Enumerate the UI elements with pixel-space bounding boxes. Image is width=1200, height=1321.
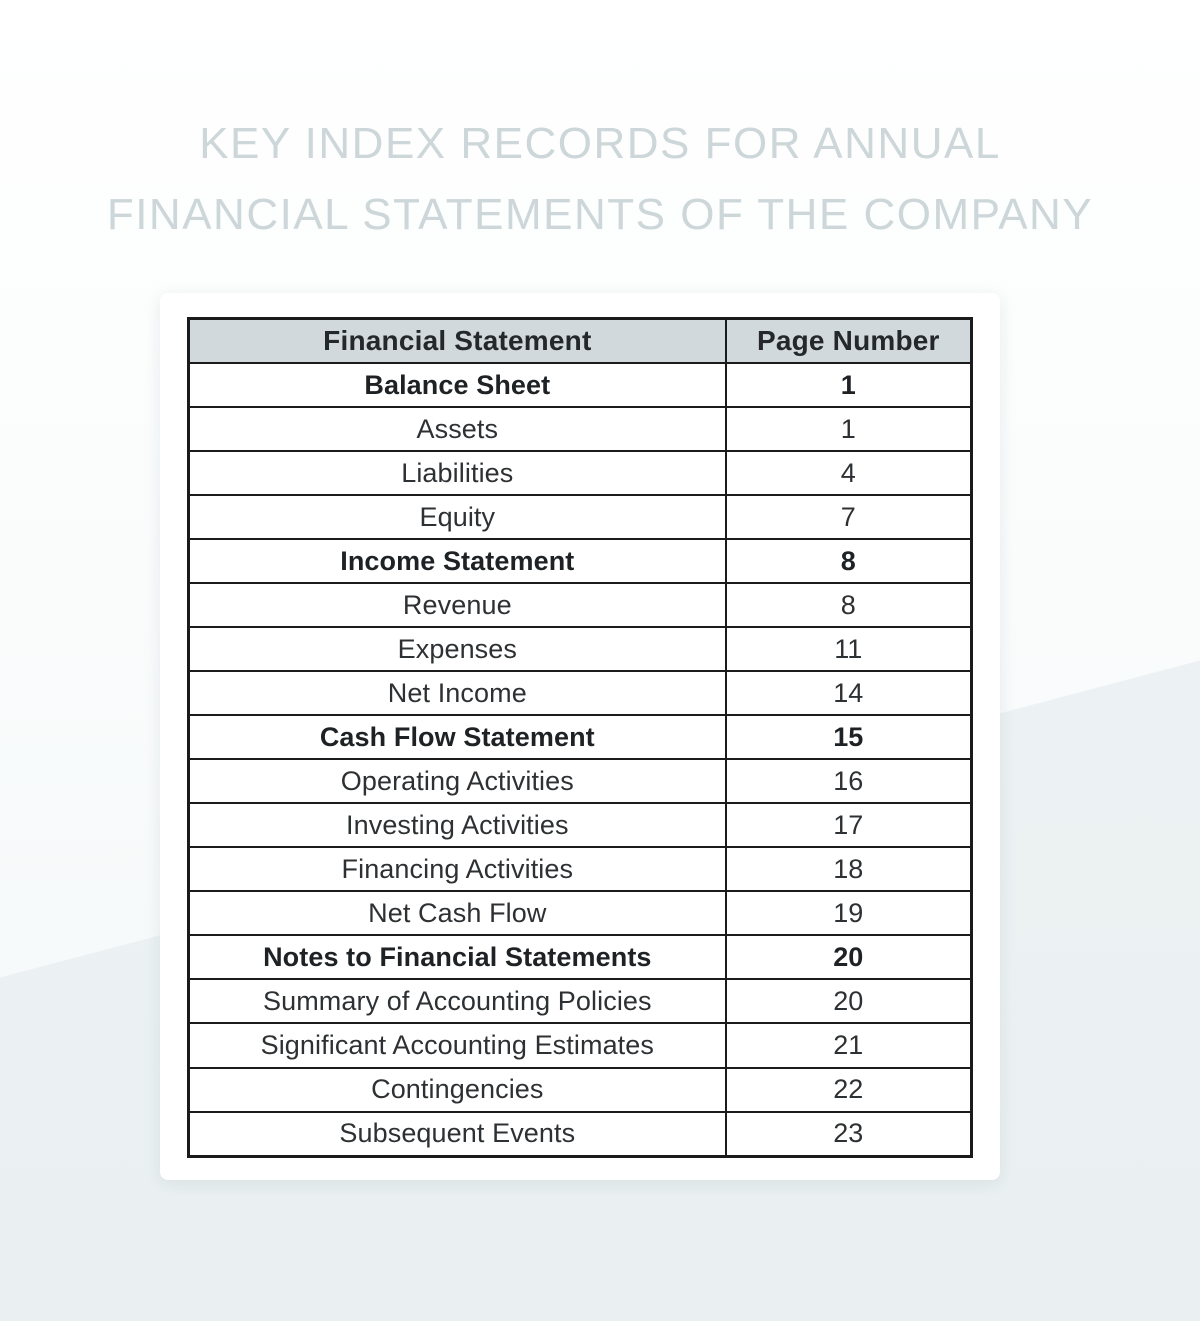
cell-page-number: 19 [724,890,973,937]
page-title-line-2: FINANCIAL STATEMENTS OF THE COMPANY [106,190,1094,239]
table-row: Equity 7 [187,494,973,541]
table-row: Financing Activities 18 [187,846,973,893]
table-row: Contingencies 22 [187,1066,973,1113]
cell-financial-statement: Operating Activities [187,758,727,805]
page-title-line-1: KEY INDEX RECORDS FOR ANNUAL [199,119,1001,168]
cell-financial-statement: Income Statement [187,538,727,585]
cell-page-number: 16 [724,758,973,805]
table-row: Subsequent Events 23 [187,1110,973,1158]
cell-financial-statement: Liabilities [187,450,727,497]
cell-page-number: 18 [724,846,973,893]
column-header-page-number: Page Number [724,317,973,364]
table-body: Balance Sheet 1 Assets 1 Liabilities 4 Equity 7… [187,361,973,1158]
table-row: Liabilities 4 [187,450,973,497]
cell-page-number: 4 [724,450,973,497]
cell-page-number: 14 [724,670,973,717]
table-row: Expenses 11 [187,626,973,673]
table-header-row: Financial Statement Page Number [187,317,973,364]
cell-page-number: 20 [724,978,973,1025]
table-row: Significant Accounting Estimates 21 [187,1022,973,1069]
cell-financial-statement: Notes to Financial Statements [187,934,727,981]
table-row: Revenue 8 [187,582,973,629]
cell-financial-statement: Equity [187,494,727,541]
cell-financial-statement: Cash Flow Statement [187,714,727,761]
table-card: Financial Statement Page Number Balance … [160,293,1000,1180]
cell-page-number: 20 [724,934,973,981]
cell-financial-statement: Summary of Accounting Policies [187,978,727,1025]
cell-financial-statement: Significant Accounting Estimates [187,1022,727,1069]
table-row: Summary of Accounting Policies 20 [187,978,973,1025]
cell-financial-statement: Financing Activities [187,846,727,893]
financial-index-table: Financial Statement Page Number Balance … [187,317,973,1158]
cell-page-number: 8 [724,538,973,585]
cell-page-number: 21 [724,1022,973,1069]
cell-financial-statement: Assets [187,406,727,453]
table-row: Net Cash Flow 19 [187,890,973,937]
cell-financial-statement: Balance Sheet [187,361,727,409]
cell-financial-statement: Investing Activities [187,802,727,849]
cell-page-number: 1 [724,361,973,409]
table-row: Cash Flow Statement 15 [187,714,973,761]
cell-page-number: 7 [724,494,973,541]
cell-page-number: 17 [724,802,973,849]
cell-financial-statement: Net Cash Flow [187,890,727,937]
table-row: Investing Activities 17 [187,802,973,849]
cell-page-number: 8 [724,582,973,629]
cell-page-number: 1 [724,406,973,453]
table-row: Operating Activities 16 [187,758,973,805]
table-row: Income Statement 8 [187,538,973,585]
cell-page-number: 22 [724,1066,973,1113]
cell-financial-statement: Subsequent Events [187,1110,727,1158]
cell-financial-statement: Revenue [187,582,727,629]
page-title: KEY INDEX RECORDS FOR ANNUAL FINANCIAL S… [0,108,1200,250]
table-row: Notes to Financial Statements 20 [187,934,973,981]
cell-financial-statement: Net Income [187,670,727,717]
table-row: Net Income 14 [187,670,973,717]
table-row: Assets 1 [187,406,973,453]
cell-page-number: 11 [724,626,973,673]
cell-financial-statement: Contingencies [187,1066,727,1113]
cell-page-number: 15 [724,714,973,761]
table-row: Balance Sheet 1 [187,361,973,409]
column-header-financial-statement: Financial Statement [187,317,727,364]
cell-financial-statement: Expenses [187,626,727,673]
cell-page-number: 23 [724,1110,973,1158]
